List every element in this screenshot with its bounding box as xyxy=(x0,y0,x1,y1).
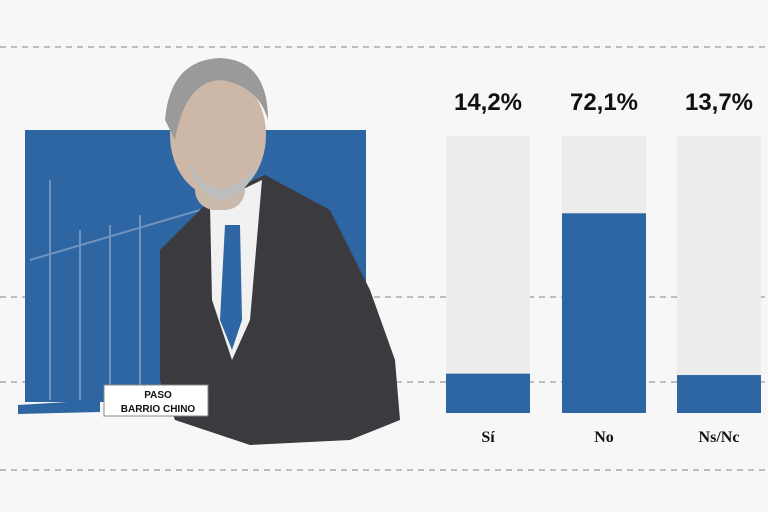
bar-track xyxy=(677,136,761,413)
x-tick-label: Ns/Nc xyxy=(699,429,740,446)
bar xyxy=(446,373,530,413)
beard xyxy=(188,160,255,200)
value-label: 13,7% xyxy=(685,89,753,116)
fence xyxy=(29,180,201,400)
sign xyxy=(103,384,209,417)
x-tick-label: Sí xyxy=(481,429,495,446)
value-label: 14,2% xyxy=(454,89,522,116)
sign-text: BARRIO CHINO xyxy=(121,404,196,415)
head xyxy=(170,73,266,197)
tie xyxy=(220,225,242,350)
x-tick-label: No xyxy=(594,429,614,446)
sign-text: PASO xyxy=(144,390,172,401)
value-label: 72,1% xyxy=(570,89,638,116)
photo-illustration: PASO BARRIO CHINO xyxy=(18,58,400,445)
bar xyxy=(562,213,646,413)
bar xyxy=(677,375,761,413)
photo-ground xyxy=(18,400,100,414)
hair xyxy=(165,58,268,140)
bar-track xyxy=(446,136,530,413)
